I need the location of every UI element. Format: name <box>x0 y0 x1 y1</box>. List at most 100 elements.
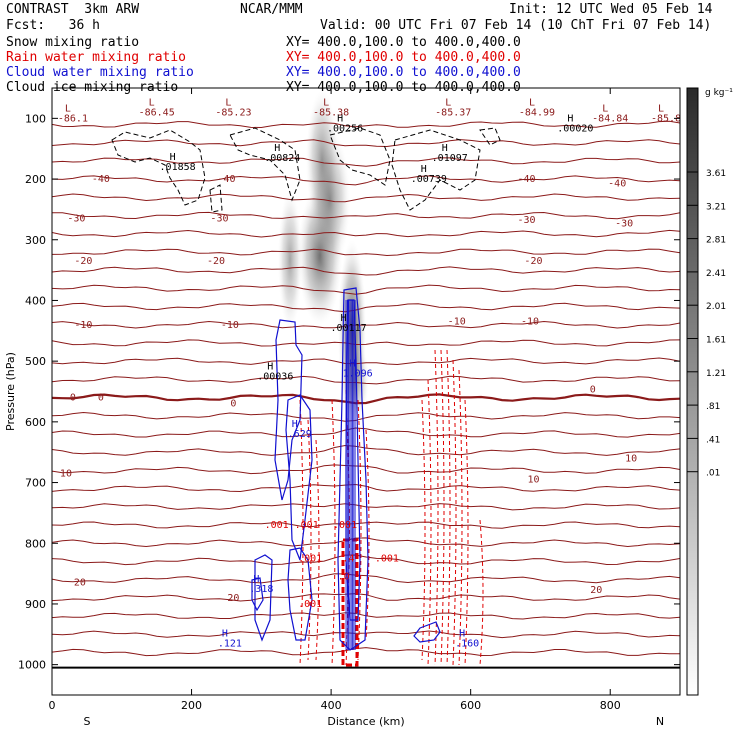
snow-max-label-marker: H <box>267 361 273 372</box>
cloud-water-max-label: .629 <box>288 429 312 440</box>
cloud-water-max-label: .160 <box>455 638 479 649</box>
cloud-water-contour <box>285 394 313 561</box>
min-temperature-label-marker: L <box>658 103 664 114</box>
colorbar-tick-label: 1.21 <box>706 369 726 379</box>
temperature-contour-line <box>52 211 680 220</box>
temperature-label: 10 <box>625 453 637 464</box>
rain-label: .001 <box>333 520 357 531</box>
min-temperature-label: -85.8 <box>651 113 681 124</box>
temperature-contour-line <box>52 393 680 405</box>
x-axis-label: Distance (km) <box>327 715 404 728</box>
rain-label: .001 <box>375 553 399 564</box>
x-tick-label: 400 <box>321 699 342 712</box>
temperature-contour-line <box>52 284 680 295</box>
temperature-label: -10 <box>521 317 539 328</box>
xy-snow: XY= 400.0,100.0 to 400.0,400.0 <box>286 35 521 50</box>
cloud-water-contours <box>251 287 441 651</box>
x-tick-label: 600 <box>460 699 481 712</box>
xy-cloudwater: XY= 400.0,100.0 to 400.0,400.0 <box>286 65 521 80</box>
x-tick-label: 0 <box>49 699 56 712</box>
rain-contour <box>299 399 304 666</box>
snow-max-label-marker: H <box>567 114 573 125</box>
snow-max-label: .00036 <box>257 371 293 382</box>
snow-max-label-marker: H <box>337 114 343 125</box>
min-temperature-label: -85.37 <box>435 107 471 118</box>
rain-label: .0 <box>338 572 350 583</box>
field-rain-label: Rain water mixing ratio <box>6 50 187 65</box>
field-cloudwater-label: Cloud water mixing ratio <box>6 65 194 80</box>
cloud-water-max-label: 1.096 <box>343 368 373 379</box>
y-tick-label: 400 <box>25 294 46 307</box>
temperature-label: -10 <box>74 320 92 331</box>
cloud-ice-core <box>338 240 366 420</box>
temperature-contour-line <box>52 157 680 167</box>
cloud-water-max-label-marker: H <box>292 419 298 430</box>
rain-contour <box>464 399 469 666</box>
min-temperature-label-marker: L <box>225 97 231 108</box>
x-end-label-north: N <box>656 715 664 728</box>
rain-contour <box>458 369 463 666</box>
min-temperature-label: -86.1 <box>58 113 88 124</box>
temperature-label: -20 <box>207 256 225 267</box>
colorbar-unit: g kg⁻¹ <box>705 88 733 98</box>
y-tick-label: 700 <box>25 477 46 490</box>
rain-label: .001 <box>295 520 319 531</box>
cloud-water-contour <box>251 577 264 612</box>
snow-max-label-marker: H <box>170 152 176 163</box>
colorbar-tick-label: 2.01 <box>706 302 726 312</box>
temperature-label: -40 <box>608 178 626 189</box>
colorbar-tick-label: 3.61 <box>706 169 726 179</box>
snow-max-label: .00824 <box>264 153 300 164</box>
snow-contour <box>479 127 501 146</box>
rain-contour <box>307 419 312 661</box>
cloud-water-max-label: .121 <box>218 638 242 649</box>
temperature-contour-line <box>52 464 680 475</box>
colorbar-tick-label: 1.61 <box>706 336 726 346</box>
cloud-water-max-label-marker: H <box>253 574 259 585</box>
y-tick-label: 300 <box>25 234 46 247</box>
rain-contour <box>331 399 336 666</box>
temperature-label: -20 <box>524 256 542 267</box>
snow-max-label: .01858 <box>160 162 196 173</box>
rain-label: .001 <box>298 553 322 564</box>
valid-time: Valid: 00 UTC Fri 07 Feb 14 (10 ChT Fri … <box>320 18 712 33</box>
temperature-label: 0 <box>230 399 236 410</box>
rain-contour <box>434 349 439 666</box>
temperature-label: 0 <box>590 385 596 396</box>
snow-max-label: .00117 <box>330 323 366 334</box>
snow-contour <box>111 129 206 206</box>
temperature-contour-line <box>52 357 680 366</box>
cloud-water-contour <box>413 621 441 643</box>
temperature-label: -10 <box>221 320 239 331</box>
rain-contour <box>446 349 451 666</box>
temperature-contour-line <box>52 375 680 385</box>
colorbar-ticks: 3.61 3.21 2.81 2.41 2.01 1.61 1.21 .81 .41 .01 <box>687 169 726 479</box>
temperature-contours <box>52 120 680 669</box>
rain-core <box>341 538 359 667</box>
min-temperature-label: -86.45 <box>139 107 175 118</box>
min-temperature-label: -85.23 <box>215 107 251 118</box>
temperature-contour-line <box>52 229 680 238</box>
temperature-contour-line <box>52 503 680 511</box>
temperature-contour-line <box>52 339 680 347</box>
temperature-contour-line <box>52 120 680 129</box>
temperature-label: -30 <box>67 214 85 225</box>
center-label: NCAR/MMM <box>240 2 303 17</box>
temperature-label: -30 <box>615 218 633 229</box>
cloud-water-contour <box>274 319 303 501</box>
cloud-water-max-label: .318 <box>249 584 273 595</box>
y-tick-label: 100 <box>25 112 46 125</box>
temperature-contour-line <box>52 444 680 456</box>
snow-max-label: .00020 <box>557 124 593 135</box>
temperature-label: 0 <box>70 393 76 404</box>
temperature-contour-line <box>52 193 680 203</box>
contour-labels: -40 -40 -40 -40 -30 -30 -30 -30 -20 -20 -20 -10 -10 -… <box>58 97 681 649</box>
model-title: CONTRAST 3km ARW <box>6 2 140 17</box>
temperature-contour-line <box>52 266 680 276</box>
rain-label: .001 <box>298 599 322 610</box>
snow-contours <box>111 127 501 213</box>
rain-contour <box>427 379 432 666</box>
temperature-label: -40 <box>92 174 110 185</box>
min-temperature-label-marker: L <box>323 97 329 108</box>
